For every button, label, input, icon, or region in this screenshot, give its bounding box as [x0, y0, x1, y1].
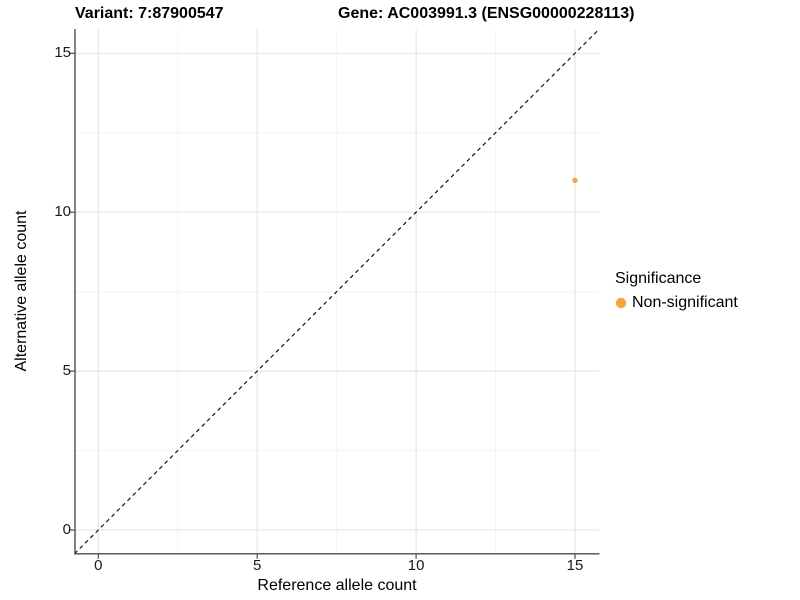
- y-tick-marks: [70, 52, 75, 531]
- y-tick-label: 0: [62, 521, 71, 538]
- y-tick-label: 10: [54, 203, 71, 220]
- x-tick-label: 0: [94, 557, 103, 574]
- x-tick-marks: [97, 553, 576, 559]
- y-tick-label: 15: [54, 44, 71, 61]
- legend-entry-label: Non-significant: [632, 294, 738, 311]
- legend-entry: Non-significant: [615, 294, 738, 312]
- legend-key-dot: [615, 297, 627, 309]
- legend-key-dot-icon: [615, 297, 627, 309]
- plot-panel: [70, 29, 600, 559]
- x-tick-label: 5: [253, 557, 262, 574]
- plot-title-variant: Variant: 7:87900547: [75, 5, 224, 22]
- identity-dashed-line: [74, 29, 600, 555]
- data-point: [572, 177, 578, 184]
- x-tick-label: 15: [566, 557, 584, 574]
- plot-title-gene: Gene: AC003991.3 (ENSG00000228113): [338, 5, 635, 22]
- x-axis-title: Reference allele count: [257, 577, 417, 594]
- x-tick-label: 10: [407, 557, 425, 574]
- legend: Significance Non-significant: [615, 270, 738, 312]
- y-tick-label: 5: [62, 362, 71, 379]
- major-gridlines: [74, 29, 599, 554]
- y-axis-title: Alternative allele count: [13, 210, 30, 372]
- legend-title: Significance: [615, 270, 702, 287]
